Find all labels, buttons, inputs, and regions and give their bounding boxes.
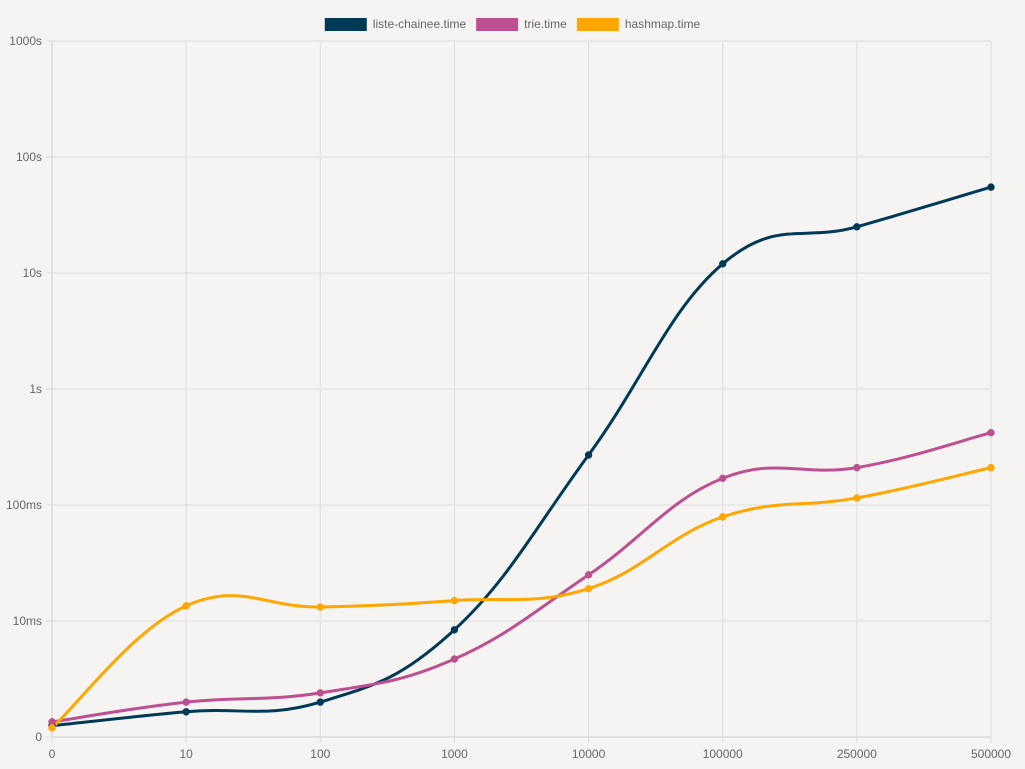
data-point[interactable] [182,708,190,716]
data-point[interactable] [584,571,593,579]
grid-lines [46,40,992,743]
axes [51,41,991,738]
data-point[interactable] [719,474,727,482]
x-tick-label: 0 [49,747,56,761]
data-point[interactable] [316,698,324,706]
y-tick-label: 10ms [13,614,42,628]
x-tick-label: 100000 [703,747,743,761]
series-line-3 [50,466,992,729]
data-point[interactable] [987,429,995,437]
data-point[interactable] [987,463,995,472]
data-point[interactable] [853,223,861,231]
series-line-2 [51,431,992,724]
y-tick-label: 0 [35,730,42,744]
y-tick-label: 10s [23,266,42,280]
data-point[interactable] [719,260,727,268]
data-point[interactable] [48,724,56,732]
series-lines [48,183,995,732]
x-tick-label: 10 [179,747,193,761]
x-tick-label: 250000 [837,747,877,761]
y-tick-label: 1000s [9,34,42,48]
data-point[interactable] [853,463,861,472]
x-tick-label: 500000 [971,747,1011,761]
x-tick-label: 1000 [441,747,468,761]
data-point[interactable] [450,655,459,663]
legend-item[interactable]: trie.time [476,17,567,31]
data-point[interactable] [450,596,459,605]
data-point[interactable] [584,584,593,593]
legend-swatch [576,18,619,31]
x-tick-label: 10000 [572,747,606,761]
legend[interactable]: liste-chainee.time trie.time hashmap.time [324,17,701,31]
data-point[interactable] [316,603,324,611]
data-point[interactable] [316,689,324,697]
legend-swatch [476,18,519,31]
y-axis-ticks: 0 10ms 100ms 1s 10s 100s 1000s [6,34,42,744]
legend-item[interactable]: hashmap.time [576,17,701,31]
data-point[interactable] [987,183,995,191]
data-point[interactable] [450,626,459,634]
data-point[interactable] [584,451,593,459]
data-point[interactable] [853,494,861,502]
data-point[interactable] [182,602,190,610]
x-tick-label: 100 [310,747,330,761]
y-tick-label: 1s [29,382,42,396]
series-line-1 [51,185,992,728]
legend-swatch [324,18,367,31]
data-point[interactable] [182,698,190,706]
y-tick-label: 100ms [6,498,42,512]
x-axis-ticks: 0 10 100 1000 10000 100000 250000 500000 [49,747,1012,761]
legend-label: hashmap.time [625,17,701,31]
data-point[interactable] [719,513,727,521]
legend-item[interactable]: liste-chainee.time [324,17,467,31]
legend-label: liste-chainee.time [373,17,467,31]
y-tick-label: 100s [16,150,42,164]
legend-label: trie.time [524,17,567,31]
